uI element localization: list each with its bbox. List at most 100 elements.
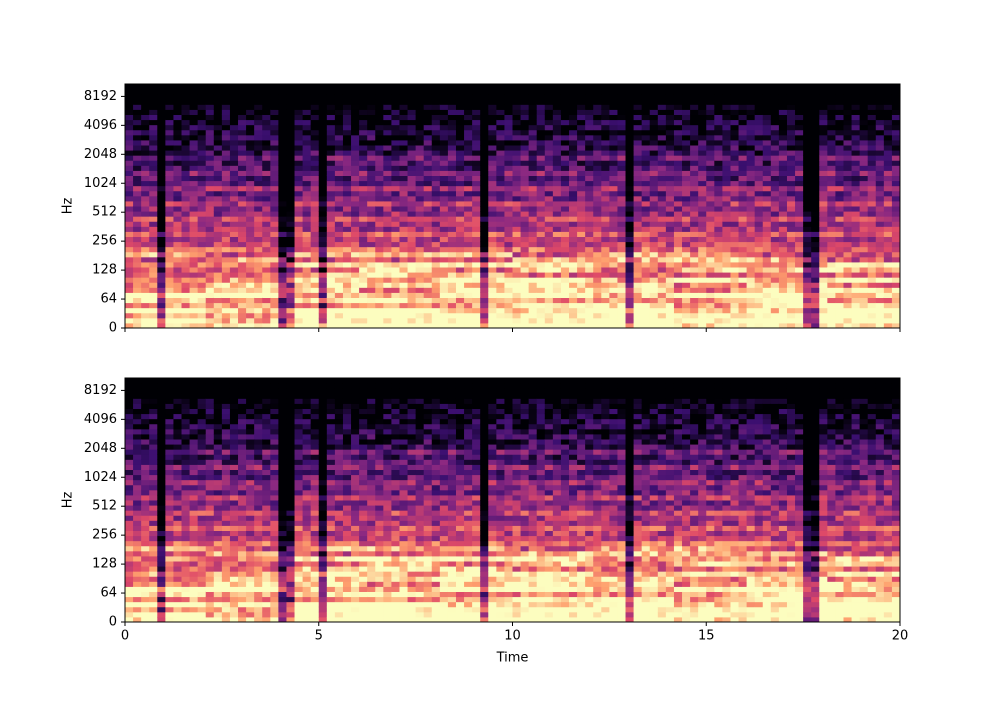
spectrogram-cell (238, 109, 247, 115)
spectrogram-cell (149, 414, 158, 420)
spectrogram-cell (892, 84, 901, 90)
spectrogram-cell (771, 226, 780, 232)
spectrogram-cell (391, 292, 400, 298)
spectrogram-cell (270, 155, 279, 161)
spectrogram-cell (553, 170, 562, 176)
spectrogram-cell (311, 272, 320, 278)
spectrogram-cell (795, 262, 804, 268)
spectrogram-cell (182, 308, 191, 314)
spectrogram-cell (569, 216, 578, 222)
spectrogram-cell (561, 292, 570, 298)
spectrogram-cell (585, 196, 594, 202)
spectrogram-cell (448, 89, 457, 95)
spectrogram-cell (190, 262, 199, 268)
spectrogram-cell (682, 298, 691, 304)
spectrogram-cell (577, 257, 586, 263)
spectrogram-cell (198, 257, 207, 263)
spectrogram-cell (230, 257, 239, 263)
spectrogram-cell (892, 135, 901, 141)
spectrogram-cell (690, 84, 699, 90)
spectrogram-cell (198, 252, 207, 258)
spectrogram-cell (585, 84, 594, 90)
spectrogram-cell (133, 393, 142, 399)
spectrogram-cell (319, 181, 328, 187)
spectrogram-cell (424, 226, 433, 232)
spectrogram-cell (351, 226, 360, 232)
spectrogram-cell (852, 186, 861, 192)
spectrogram-cell (206, 257, 215, 263)
spectrogram-cell (416, 216, 425, 222)
spectrogram-cell (125, 459, 134, 465)
spectrogram-cell (254, 211, 263, 217)
spectrogram-cell (698, 242, 707, 248)
spectrogram-cell (165, 150, 174, 156)
spectrogram-cell (440, 135, 449, 141)
spectrogram-cell (327, 165, 336, 171)
spectrogram-cell (424, 303, 433, 309)
spectrogram-cell (125, 602, 134, 608)
spectrogram-cell (351, 120, 360, 126)
spectrogram-cell (706, 247, 715, 253)
spectrogram-cell (755, 94, 764, 100)
spectrogram-cell (496, 150, 505, 156)
spectrogram-cell (714, 277, 723, 283)
spectrogram-cell (399, 267, 408, 273)
spectrogram-cell (545, 206, 554, 212)
spectrogram-cell (335, 201, 344, 207)
spectrogram-cell (650, 231, 659, 237)
spectrogram-cell (311, 130, 320, 136)
spectrogram-cell (537, 267, 546, 273)
spectrogram-cell (157, 500, 166, 506)
spectrogram-cell (286, 155, 295, 161)
spectrogram-cell (182, 602, 191, 608)
spectrogram-cell (133, 150, 142, 156)
spectrogram-cell (585, 287, 594, 293)
spectrogram-cell (513, 150, 522, 156)
spectrogram-cell (214, 104, 223, 110)
spectrogram-cell (730, 252, 739, 258)
spectrogram-cell (367, 155, 376, 161)
spectrogram-cell (585, 120, 594, 126)
spectrogram-cell (488, 282, 497, 288)
spectrogram-cell (496, 313, 505, 319)
spectrogram-cell (755, 176, 764, 182)
spectrogram-cell (262, 201, 271, 207)
spectrogram-cell (149, 176, 158, 182)
spectrogram-cell (472, 237, 481, 243)
spectrogram-cell (408, 252, 417, 258)
spectrogram-cell (714, 226, 723, 232)
spectrogram-cell (133, 94, 142, 100)
spectrogram-cell (835, 272, 844, 278)
spectrogram-cell (609, 252, 618, 258)
spectrogram-cell (779, 247, 788, 253)
spectrogram-cell (270, 176, 279, 182)
spectrogram-cell (852, 206, 861, 212)
spectrogram-cell (125, 231, 134, 237)
spectrogram-cell (416, 303, 425, 309)
spectrogram-cell (149, 378, 158, 384)
spectrogram-cell (375, 226, 384, 232)
spectrogram-cell (238, 191, 247, 197)
spectrogram-cell (593, 303, 602, 309)
spectrogram-cell (827, 125, 836, 131)
spectrogram-cell (860, 135, 869, 141)
spectrogram-cell (472, 120, 481, 126)
spectrogram-cell (779, 267, 788, 273)
spectrogram-cell (343, 287, 352, 293)
spectrogram-cell (545, 211, 554, 217)
spectrogram-cell (182, 571, 191, 577)
spectrogram-cell (860, 89, 869, 95)
spectrogram-cell (771, 267, 780, 273)
spectrogram-cell (747, 165, 756, 171)
spectrogram-cell (569, 282, 578, 288)
spectrogram-cell (408, 226, 417, 232)
spectrogram-cell (803, 120, 812, 126)
spectrogram-cell (157, 429, 166, 435)
spectrogram-cell (472, 181, 481, 187)
spectrogram-cell (803, 125, 812, 131)
spectrogram-cell (714, 94, 723, 100)
spectrogram-cell (173, 414, 182, 420)
spectrogram-cell (730, 115, 739, 121)
spectrogram-cell (351, 145, 360, 151)
spectrogram-cell (658, 196, 667, 202)
